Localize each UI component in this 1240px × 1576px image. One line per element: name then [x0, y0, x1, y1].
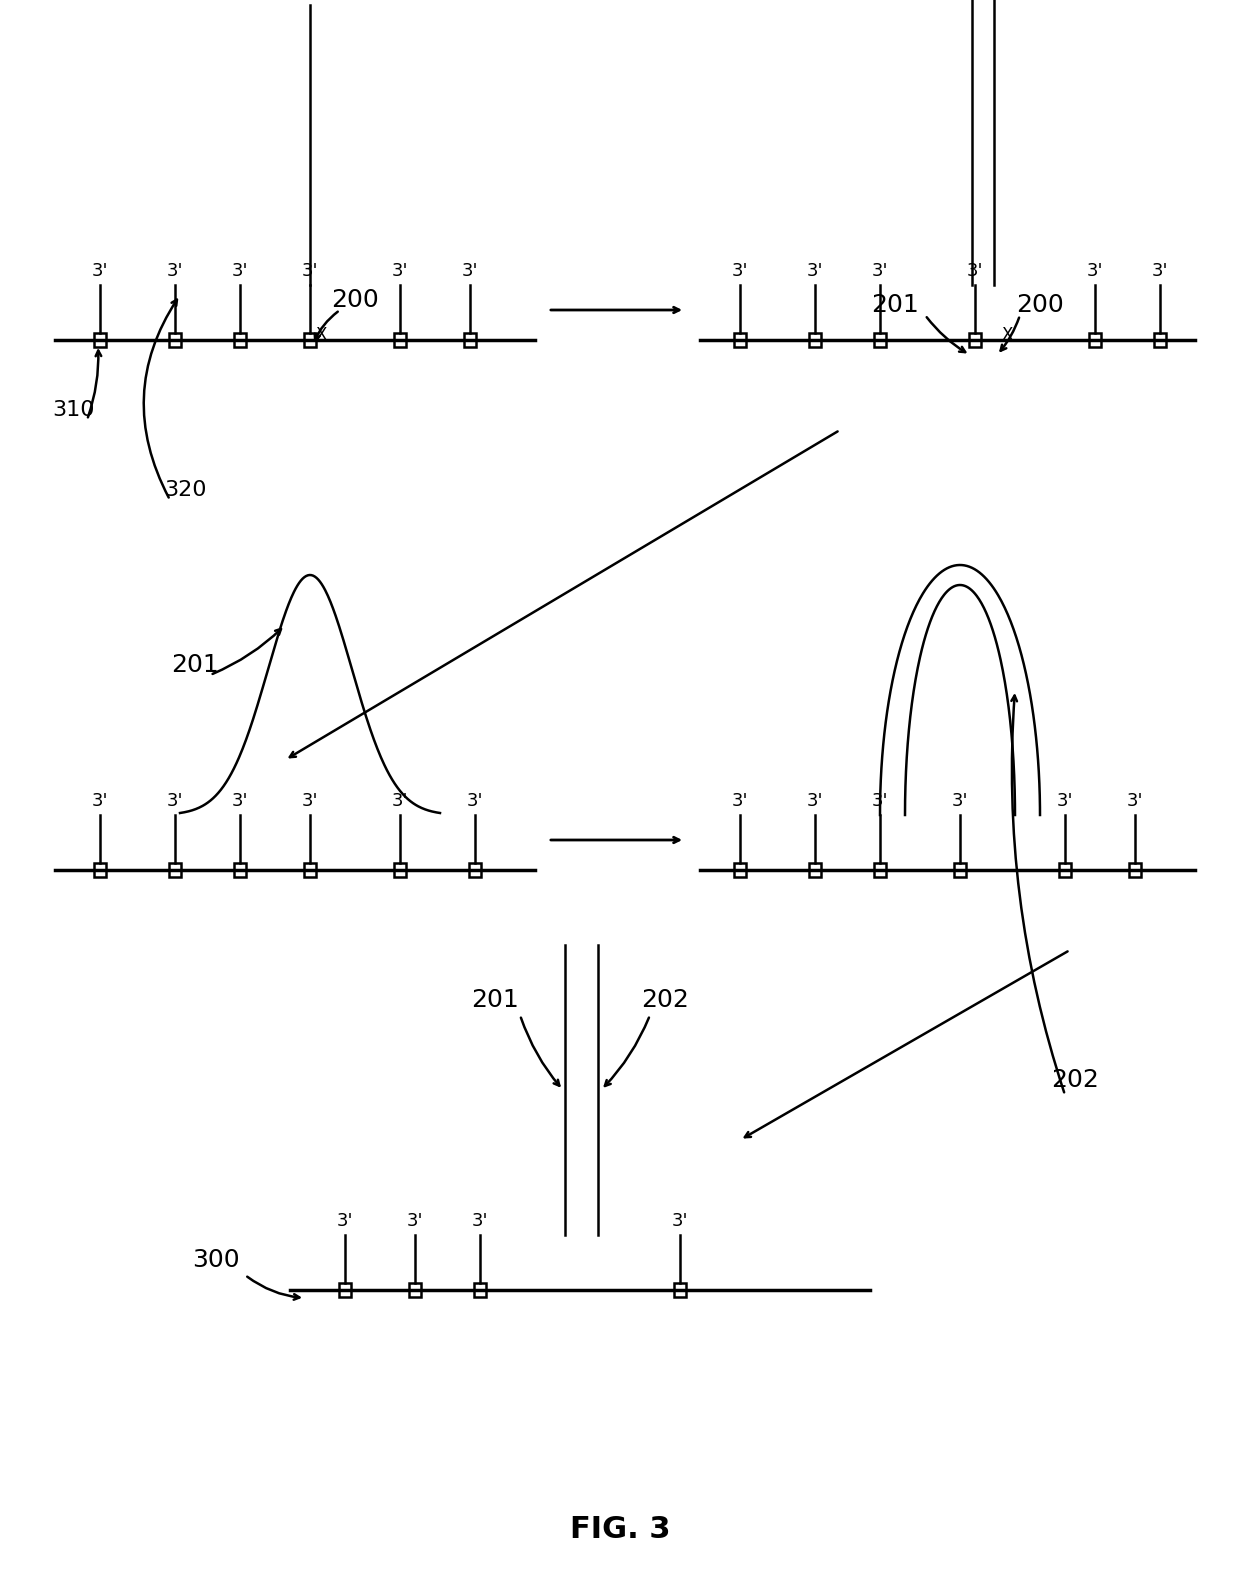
Text: X: X: [1001, 326, 1012, 344]
Bar: [1154, 333, 1166, 347]
Text: 3': 3': [337, 1212, 353, 1229]
Text: 3': 3': [872, 262, 888, 281]
Text: 3': 3': [466, 793, 484, 810]
Text: 3': 3': [461, 262, 479, 281]
Text: 3': 3': [1086, 262, 1104, 281]
Bar: [464, 333, 476, 347]
Bar: [1059, 864, 1071, 876]
Text: 3': 3': [732, 793, 748, 810]
Text: 201: 201: [471, 988, 518, 1012]
Bar: [94, 864, 105, 876]
Bar: [304, 333, 316, 347]
Text: 3': 3': [952, 793, 968, 810]
Text: 202: 202: [1052, 1069, 1099, 1092]
Text: 300: 300: [192, 1248, 241, 1272]
Bar: [234, 333, 246, 347]
Text: 3': 3': [392, 793, 408, 810]
Text: 200: 200: [1016, 293, 1064, 317]
Bar: [874, 333, 887, 347]
Bar: [394, 864, 405, 876]
Text: 3': 3': [807, 262, 823, 281]
Bar: [169, 864, 181, 876]
Text: 3': 3': [1127, 793, 1143, 810]
Bar: [304, 864, 316, 876]
Text: 3': 3': [92, 262, 108, 281]
Text: 3': 3': [471, 1212, 489, 1229]
Text: 3': 3': [1152, 262, 1168, 281]
Bar: [1128, 864, 1141, 876]
Text: 3': 3': [232, 262, 248, 281]
Text: 3': 3': [732, 262, 748, 281]
Text: 310: 310: [52, 400, 94, 419]
Text: 3': 3': [166, 793, 184, 810]
Bar: [954, 864, 966, 876]
Text: 3': 3': [392, 262, 408, 281]
Text: 3': 3': [672, 1212, 688, 1229]
Text: 3': 3': [967, 262, 983, 281]
Bar: [1089, 333, 1101, 347]
Bar: [474, 1283, 486, 1297]
Text: 3': 3': [166, 262, 184, 281]
Bar: [734, 864, 746, 876]
Bar: [874, 864, 887, 876]
Text: 3': 3': [1056, 793, 1074, 810]
Bar: [234, 864, 246, 876]
Bar: [675, 1283, 686, 1297]
Text: 3': 3': [232, 793, 248, 810]
Bar: [808, 864, 821, 876]
Bar: [409, 1283, 422, 1297]
Text: X: X: [315, 326, 326, 344]
Text: 3': 3': [407, 1212, 423, 1229]
Text: 201: 201: [171, 652, 219, 678]
Bar: [169, 333, 181, 347]
Bar: [734, 333, 746, 347]
Bar: [808, 333, 821, 347]
Text: 3': 3': [872, 793, 888, 810]
Text: 3': 3': [807, 793, 823, 810]
Text: 202: 202: [641, 988, 689, 1012]
Text: 320: 320: [164, 481, 206, 500]
Bar: [469, 864, 481, 876]
Text: 3': 3': [301, 793, 319, 810]
Text: 200: 200: [331, 288, 379, 312]
Bar: [968, 333, 981, 347]
Bar: [394, 333, 405, 347]
Text: 201: 201: [872, 293, 919, 317]
Text: FIG. 3: FIG. 3: [569, 1516, 671, 1544]
Text: 3': 3': [301, 262, 319, 281]
Bar: [339, 1283, 351, 1297]
Bar: [94, 333, 105, 347]
Text: 3': 3': [92, 793, 108, 810]
